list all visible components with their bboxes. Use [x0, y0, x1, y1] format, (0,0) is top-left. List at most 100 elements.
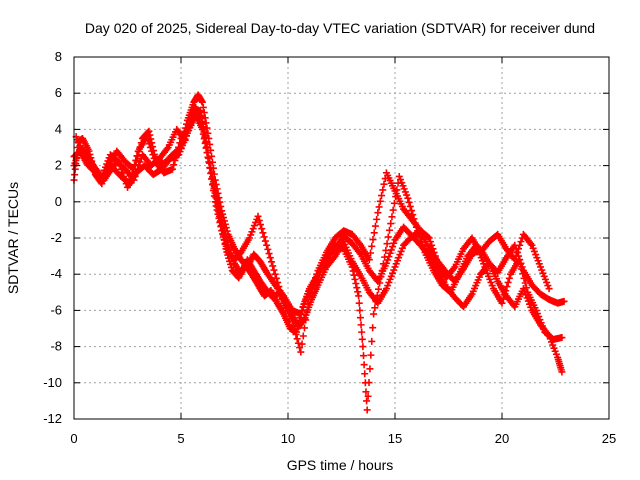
data-point	[210, 192, 218, 200]
data-series	[70, 104, 566, 414]
x-tick-label: 15	[388, 431, 402, 446]
data-point	[522, 284, 530, 292]
data-point	[406, 202, 414, 210]
data-point	[383, 240, 391, 248]
data-point	[213, 206, 221, 214]
data-point	[353, 284, 361, 292]
data-point	[208, 175, 216, 183]
data-point	[521, 279, 529, 287]
data-point	[379, 260, 387, 268]
data-point	[379, 186, 387, 194]
data-point	[388, 213, 396, 221]
data-point	[558, 368, 566, 376]
data-point	[133, 152, 141, 160]
y-tick-label: 6	[55, 85, 62, 100]
data-point	[520, 274, 528, 282]
data-point	[136, 158, 144, 166]
data-point	[416, 234, 424, 242]
data-point	[360, 352, 368, 360]
data-point	[354, 288, 362, 296]
data-point	[209, 186, 217, 194]
data-point	[378, 192, 386, 200]
data-point	[517, 238, 525, 246]
y-tick-label: 0	[55, 194, 62, 209]
data-point	[265, 250, 273, 258]
data-point	[358, 335, 366, 343]
data-point	[386, 249, 394, 257]
data-point	[199, 103, 207, 111]
data-point	[374, 209, 382, 217]
chart-title: Day 020 of 2025, Sidereal Day-to-day VTE…	[85, 20, 595, 36]
data-point	[355, 292, 363, 300]
data-point	[212, 202, 220, 210]
data-point	[295, 317, 303, 325]
data-point	[376, 197, 384, 205]
data-point	[206, 164, 214, 172]
data-point	[305, 292, 313, 300]
data-point	[302, 316, 310, 324]
x-tick-label: 10	[281, 431, 295, 446]
y-tick-label: -6	[50, 302, 62, 317]
data-point	[198, 98, 206, 106]
data-point	[367, 351, 375, 359]
data-point	[312, 274, 320, 282]
data-point	[385, 226, 393, 234]
data-point	[498, 299, 506, 307]
data-point	[115, 158, 123, 166]
data-point	[215, 214, 223, 222]
data-point	[200, 135, 208, 143]
data-point	[298, 306, 306, 314]
data-point	[515, 245, 523, 253]
data-point	[309, 281, 317, 289]
data-point	[371, 222, 379, 230]
data-point	[376, 279, 384, 287]
data-point	[433, 256, 441, 264]
data-point	[274, 278, 282, 286]
data-point	[211, 198, 219, 206]
data-point	[352, 280, 360, 288]
data-point	[363, 397, 371, 405]
data-point	[267, 258, 275, 266]
data-point	[143, 133, 151, 141]
data-point	[149, 151, 157, 159]
data-points	[70, 91, 568, 414]
data-point	[261, 237, 269, 245]
data-point	[310, 277, 318, 285]
data-point	[359, 343, 367, 351]
data-point	[313, 270, 321, 278]
data-point	[362, 388, 370, 396]
data-point	[303, 308, 311, 316]
y-tick-label: -10	[43, 375, 62, 390]
data-point	[356, 314, 364, 322]
data-point	[429, 245, 437, 253]
data-point	[307, 288, 315, 296]
data-point	[370, 229, 378, 237]
data-point	[374, 285, 382, 293]
data-point	[505, 274, 513, 282]
data-point	[519, 270, 527, 278]
tick-labels: 0 5 10 15 20 25 -12 -10 -8 -6 -4 -2 0 2 4 6 8	[43, 49, 616, 446]
data-point	[292, 330, 300, 338]
data-point	[424, 233, 432, 241]
data-point	[375, 203, 383, 211]
data-point	[271, 270, 279, 278]
data-point	[369, 324, 377, 332]
data-point	[296, 314, 304, 322]
data-point	[358, 328, 366, 336]
data-point	[516, 241, 524, 249]
data-point	[389, 243, 397, 251]
x-tick-label: 0	[70, 431, 77, 446]
data-point	[170, 161, 178, 169]
data-point	[254, 212, 262, 220]
data-point	[290, 322, 298, 330]
data-point	[288, 317, 296, 325]
data-point	[372, 298, 380, 306]
y-tick-label: -2	[50, 230, 62, 245]
y-tick-label: -12	[43, 411, 62, 426]
data-point	[300, 315, 308, 323]
data-point	[299, 332, 307, 340]
data-point	[200, 109, 208, 117]
data-point	[430, 248, 438, 256]
data-point	[512, 252, 520, 260]
data-point	[297, 310, 305, 318]
